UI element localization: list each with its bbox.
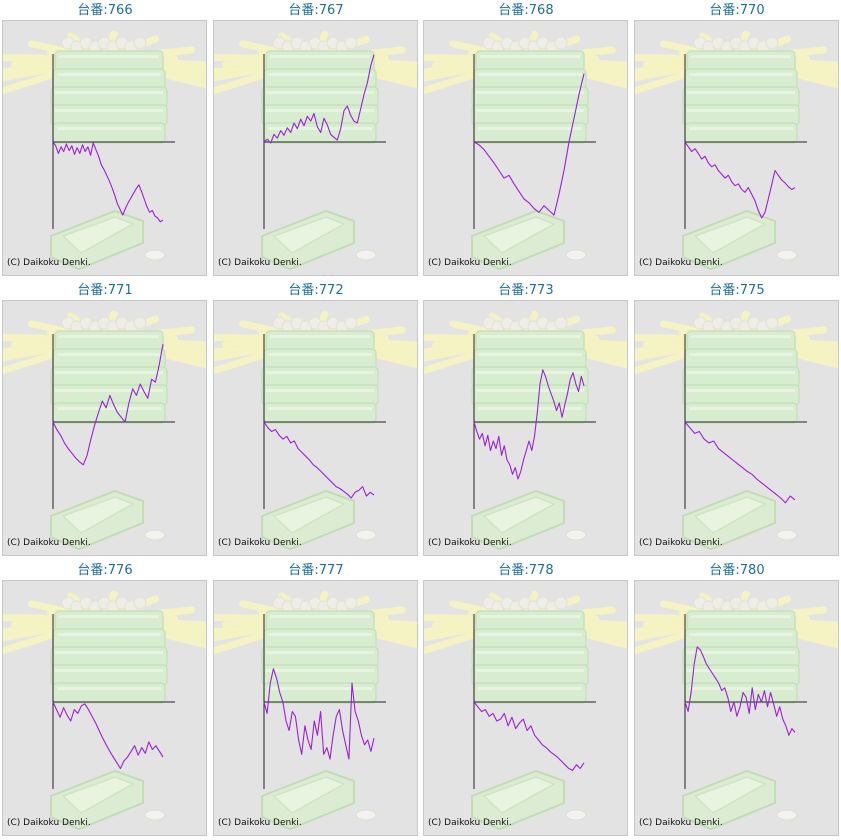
graph-panel: (C) Daikoku Denki. bbox=[213, 300, 418, 556]
copyright-text: (C) Daikoku Denki. bbox=[218, 818, 302, 828]
copyright-text: (C) Daikoku Denki. bbox=[218, 538, 302, 548]
background-art bbox=[635, 314, 838, 549]
copyright-text: (C) Daikoku Denki. bbox=[428, 538, 512, 548]
payout-line-chart bbox=[3, 21, 206, 275]
machine-number-title[interactable]: 台番:776 bbox=[0, 562, 210, 580]
copyright-text: (C) Daikoku Denki. bbox=[428, 818, 512, 828]
background-art bbox=[214, 314, 417, 549]
copyright-text: (C) Daikoku Denki. bbox=[428, 258, 512, 268]
graph-panel: (C) Daikoku Denki. bbox=[213, 580, 418, 836]
payout-line-chart bbox=[635, 581, 838, 835]
graph-panel: (C) Daikoku Denki. bbox=[213, 20, 418, 276]
background-art bbox=[424, 314, 627, 549]
series-line bbox=[53, 142, 163, 222]
copyright-text: (C) Daikoku Denki. bbox=[639, 258, 723, 268]
payout-line-chart bbox=[214, 301, 417, 555]
payout-line-chart bbox=[635, 301, 838, 555]
machine-graph-card: 台番:767 (C) Daikoku Denki. bbox=[211, 0, 421, 280]
graph-panel: (C) Daikoku Denki. bbox=[423, 580, 628, 836]
copyright-text: (C) Daikoku Denki. bbox=[639, 538, 723, 548]
graph-panel: (C) Daikoku Denki. bbox=[634, 300, 839, 556]
background-art bbox=[635, 34, 838, 269]
payout-line-chart bbox=[214, 21, 417, 275]
copyright-text: (C) Daikoku Denki. bbox=[7, 538, 91, 548]
machine-graph-card: 台番:770 (C) Daikoku Denki. bbox=[632, 0, 841, 280]
background-art bbox=[3, 34, 206, 269]
series-line bbox=[685, 422, 795, 503]
machine-number-title[interactable]: 台番:775 bbox=[632, 282, 841, 300]
machine-graph-card: 台番:771 (C) Daikoku Denki. bbox=[0, 280, 210, 560]
payout-line-chart bbox=[214, 581, 417, 835]
machine-graph-card: 台番:776 (C) Daikoku Denki. bbox=[0, 560, 210, 840]
series-line bbox=[685, 142, 795, 218]
graph-panel: (C) Daikoku Denki. bbox=[423, 20, 628, 276]
machine-number-title[interactable]: 台番:768 bbox=[421, 2, 631, 20]
copyright-text: (C) Daikoku Denki. bbox=[7, 818, 91, 828]
payout-line-chart bbox=[424, 301, 627, 555]
background-art bbox=[214, 34, 417, 269]
machine-graph-card: 台番:773 (C) Daikoku Denki. bbox=[421, 280, 631, 560]
copyright-text: (C) Daikoku Denki. bbox=[218, 258, 302, 268]
machine-number-title[interactable]: 台番:778 bbox=[421, 562, 631, 580]
copyright-text: (C) Daikoku Denki. bbox=[639, 818, 723, 828]
payout-line-chart bbox=[3, 581, 206, 835]
graph-panel: (C) Daikoku Denki. bbox=[2, 300, 207, 556]
machine-number-title[interactable]: 台番:773 bbox=[421, 282, 631, 300]
graph-panel: (C) Daikoku Denki. bbox=[423, 300, 628, 556]
machine-graph-card: 台番:777 (C) Daikoku Denki. bbox=[211, 560, 421, 840]
machine-graph-card: 台番:766 (C) Daikoku Denki. bbox=[0, 0, 210, 280]
background-art bbox=[3, 314, 206, 549]
machine-graph-card: 台番:768 (C) Daikoku Denki. bbox=[421, 0, 631, 280]
graph-panel: (C) Daikoku Denki. bbox=[634, 20, 839, 276]
copyright-text: (C) Daikoku Denki. bbox=[7, 258, 91, 268]
machine-number-title[interactable]: 台番:780 bbox=[632, 562, 841, 580]
background-art bbox=[424, 34, 627, 269]
payout-line-chart bbox=[635, 21, 838, 275]
payout-line-chart bbox=[424, 581, 627, 835]
graph-panel: (C) Daikoku Denki. bbox=[2, 20, 207, 276]
machine-number-title[interactable]: 台番:777 bbox=[211, 562, 421, 580]
machine-graph-card: 台番:780 (C) Daikoku Denki. bbox=[632, 560, 841, 840]
graph-panel: (C) Daikoku Denki. bbox=[2, 580, 207, 836]
series-line bbox=[474, 702, 584, 770]
machine-number-title[interactable]: 台番:772 bbox=[211, 282, 421, 300]
series-line bbox=[53, 702, 163, 769]
payout-line-chart bbox=[3, 301, 206, 555]
graph-panel: (C) Daikoku Denki. bbox=[634, 580, 839, 836]
machine-number-title[interactable]: 台番:767 bbox=[211, 2, 421, 20]
payout-line-chart bbox=[424, 21, 627, 275]
background-art bbox=[424, 594, 627, 829]
background-art bbox=[3, 594, 206, 829]
machine-graph-card: 台番:775 (C) Daikoku Denki. bbox=[632, 280, 841, 560]
background-art bbox=[214, 594, 417, 829]
machine-graph-card: 台番:778 (C) Daikoku Denki. bbox=[421, 560, 631, 840]
machine-number-title[interactable]: 台番:766 bbox=[0, 2, 210, 20]
machine-number-title[interactable]: 台番:771 bbox=[0, 282, 210, 300]
machine-number-title[interactable]: 台番:770 bbox=[632, 2, 841, 20]
background-art bbox=[635, 594, 838, 829]
machine-graph-card: 台番:772 (C) Daikoku Denki. bbox=[211, 280, 421, 560]
series-line bbox=[264, 422, 374, 498]
